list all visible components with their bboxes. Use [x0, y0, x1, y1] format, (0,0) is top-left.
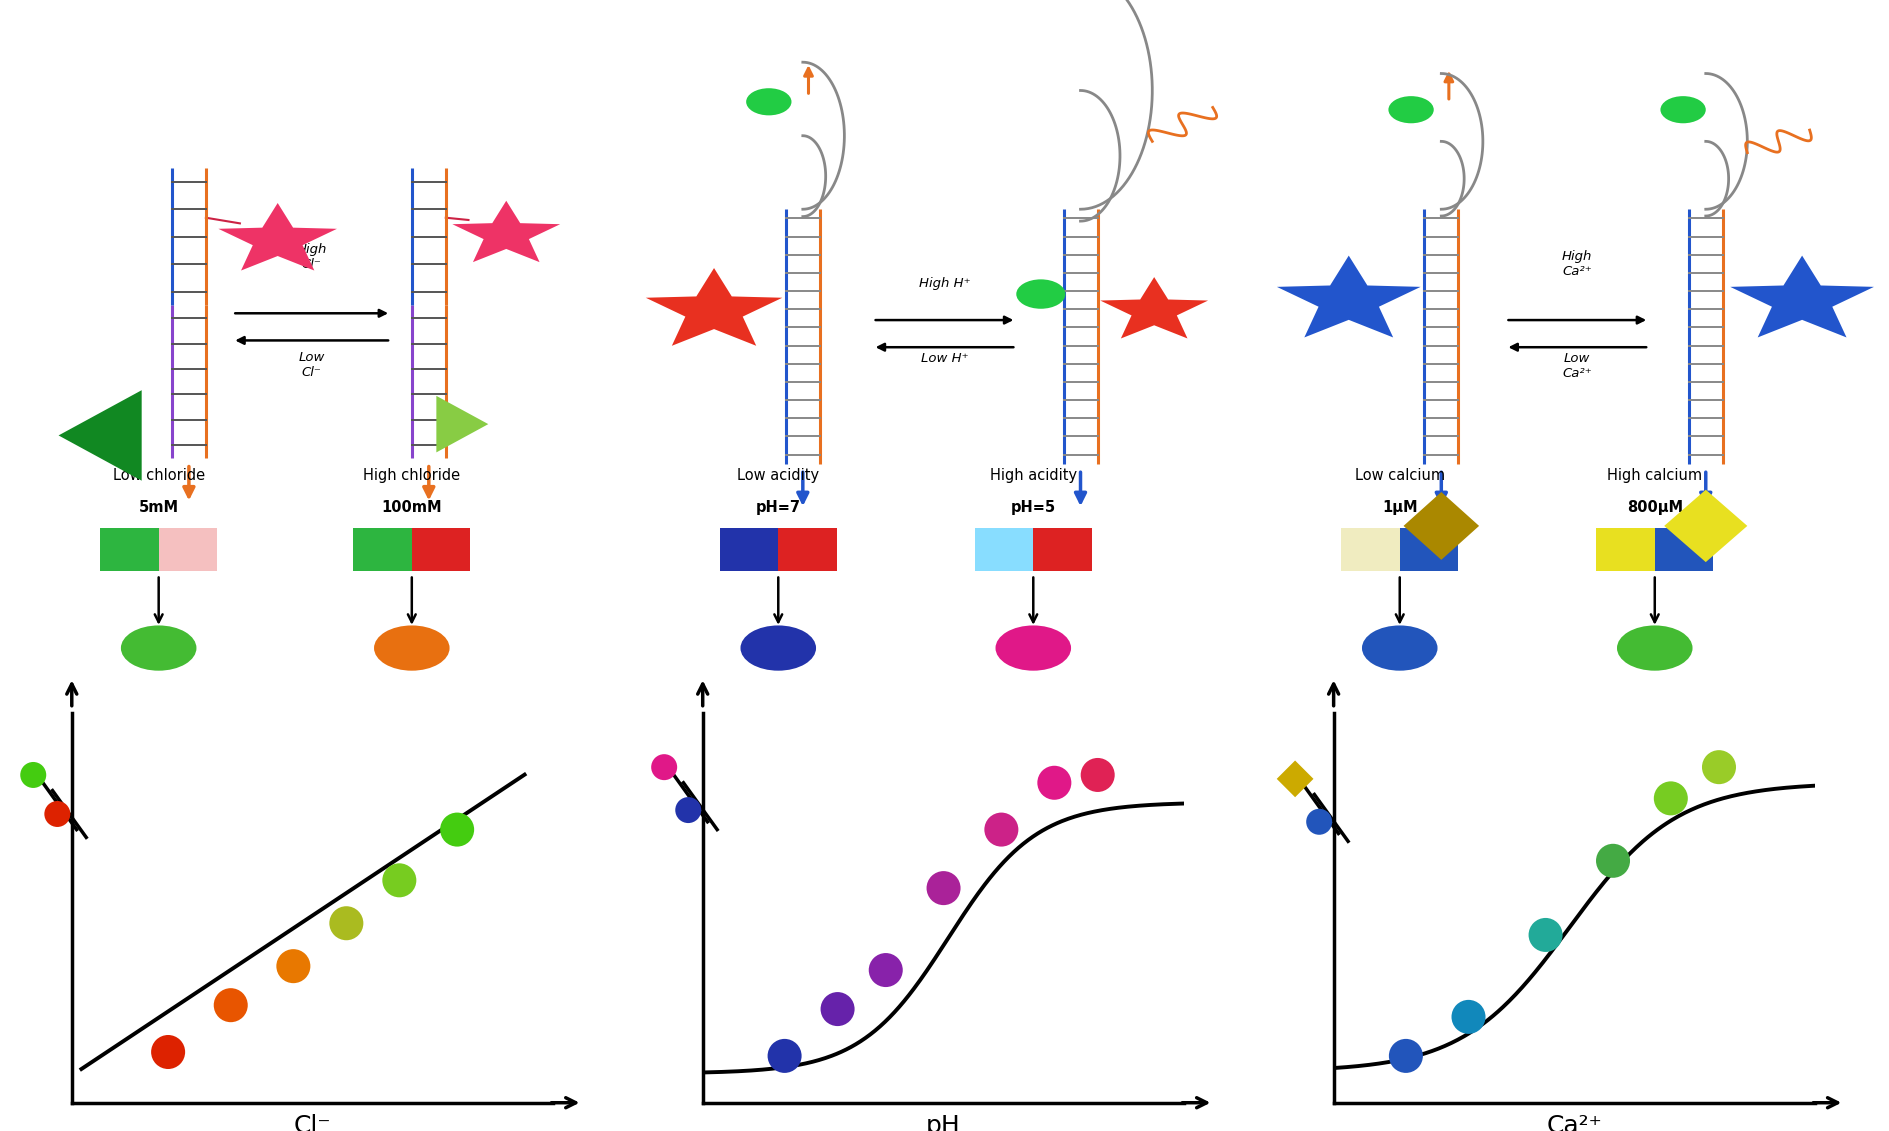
- Point: [1281, 770, 1311, 788]
- Circle shape: [374, 625, 450, 671]
- Polygon shape: [1099, 277, 1209, 338]
- Point: [822, 1000, 852, 1018]
- Point: [1303, 813, 1334, 831]
- Point: [650, 758, 680, 776]
- Point: [153, 1043, 183, 1061]
- Text: 800μM: 800μM: [1626, 500, 1683, 515]
- Text: High
Cl⁻: High Cl⁻: [297, 243, 327, 271]
- Bar: [1655, 528, 1713, 571]
- Point: [672, 801, 703, 819]
- Circle shape: [1617, 625, 1693, 671]
- Bar: [159, 528, 217, 571]
- Text: 5mM: 5mM: [138, 500, 179, 515]
- Point: [19, 766, 49, 784]
- Text: Low
Cl⁻: Low Cl⁻: [298, 351, 325, 379]
- Text: Low H⁺: Low H⁺: [920, 352, 969, 364]
- Point: [1530, 926, 1560, 944]
- Circle shape: [1362, 625, 1438, 671]
- Bar: [353, 528, 412, 571]
- Polygon shape: [451, 201, 561, 262]
- Point: [986, 821, 1016, 839]
- Point: [331, 914, 361, 932]
- Circle shape: [1660, 96, 1706, 123]
- Bar: [412, 528, 470, 571]
- Text: Low chloride: Low chloride: [113, 468, 204, 483]
- Circle shape: [1016, 279, 1065, 309]
- Polygon shape: [219, 204, 336, 270]
- Bar: [100, 528, 159, 571]
- Circle shape: [740, 625, 816, 671]
- Text: 1μM: 1μM: [1383, 500, 1417, 515]
- Circle shape: [121, 625, 196, 671]
- Polygon shape: [1404, 492, 1479, 560]
- Polygon shape: [436, 396, 487, 452]
- Polygon shape: [646, 268, 782, 346]
- Point: [42, 805, 72, 823]
- Text: Low acidity: Low acidity: [737, 468, 820, 483]
- Bar: [1341, 528, 1400, 571]
- Point: [1598, 852, 1628, 870]
- Text: Low calcium: Low calcium: [1354, 468, 1445, 483]
- Point: [1390, 1047, 1421, 1065]
- Text: High acidity: High acidity: [990, 468, 1077, 483]
- Bar: [1400, 528, 1458, 571]
- Text: High H⁺: High H⁺: [918, 277, 971, 290]
- Polygon shape: [1730, 256, 1874, 337]
- Bar: [778, 528, 837, 571]
- X-axis label: Cl⁻: Cl⁻: [295, 1114, 331, 1131]
- Point: [1039, 774, 1069, 792]
- Point: [769, 1047, 799, 1065]
- Text: pH=7: pH=7: [756, 500, 801, 515]
- Bar: [1033, 528, 1092, 571]
- Text: High
Ca²⁺: High Ca²⁺: [1562, 250, 1592, 278]
- Bar: [1596, 528, 1655, 571]
- Point: [442, 821, 472, 839]
- Bar: [975, 528, 1033, 571]
- Point: [383, 871, 414, 889]
- Point: [871, 961, 901, 979]
- Text: High calcium: High calcium: [1608, 468, 1702, 483]
- Text: pH=5: pH=5: [1011, 500, 1056, 515]
- Point: [929, 879, 958, 897]
- Point: [1704, 758, 1734, 776]
- Polygon shape: [1664, 490, 1747, 562]
- Bar: [720, 528, 778, 571]
- Polygon shape: [1277, 256, 1421, 337]
- Polygon shape: [59, 390, 142, 481]
- Circle shape: [746, 88, 791, 115]
- Text: High chloride: High chloride: [363, 468, 461, 483]
- Point: [278, 957, 308, 975]
- Point: [215, 996, 246, 1015]
- Circle shape: [1388, 96, 1434, 123]
- X-axis label: Ca²⁺: Ca²⁺: [1547, 1114, 1602, 1131]
- Text: Low
Ca²⁺: Low Ca²⁺: [1562, 352, 1592, 380]
- Text: 100mM: 100mM: [382, 500, 442, 515]
- X-axis label: pH: pH: [926, 1114, 962, 1131]
- Point: [1655, 789, 1685, 808]
- Point: [1082, 766, 1113, 784]
- Circle shape: [996, 625, 1071, 671]
- Point: [1453, 1008, 1483, 1026]
